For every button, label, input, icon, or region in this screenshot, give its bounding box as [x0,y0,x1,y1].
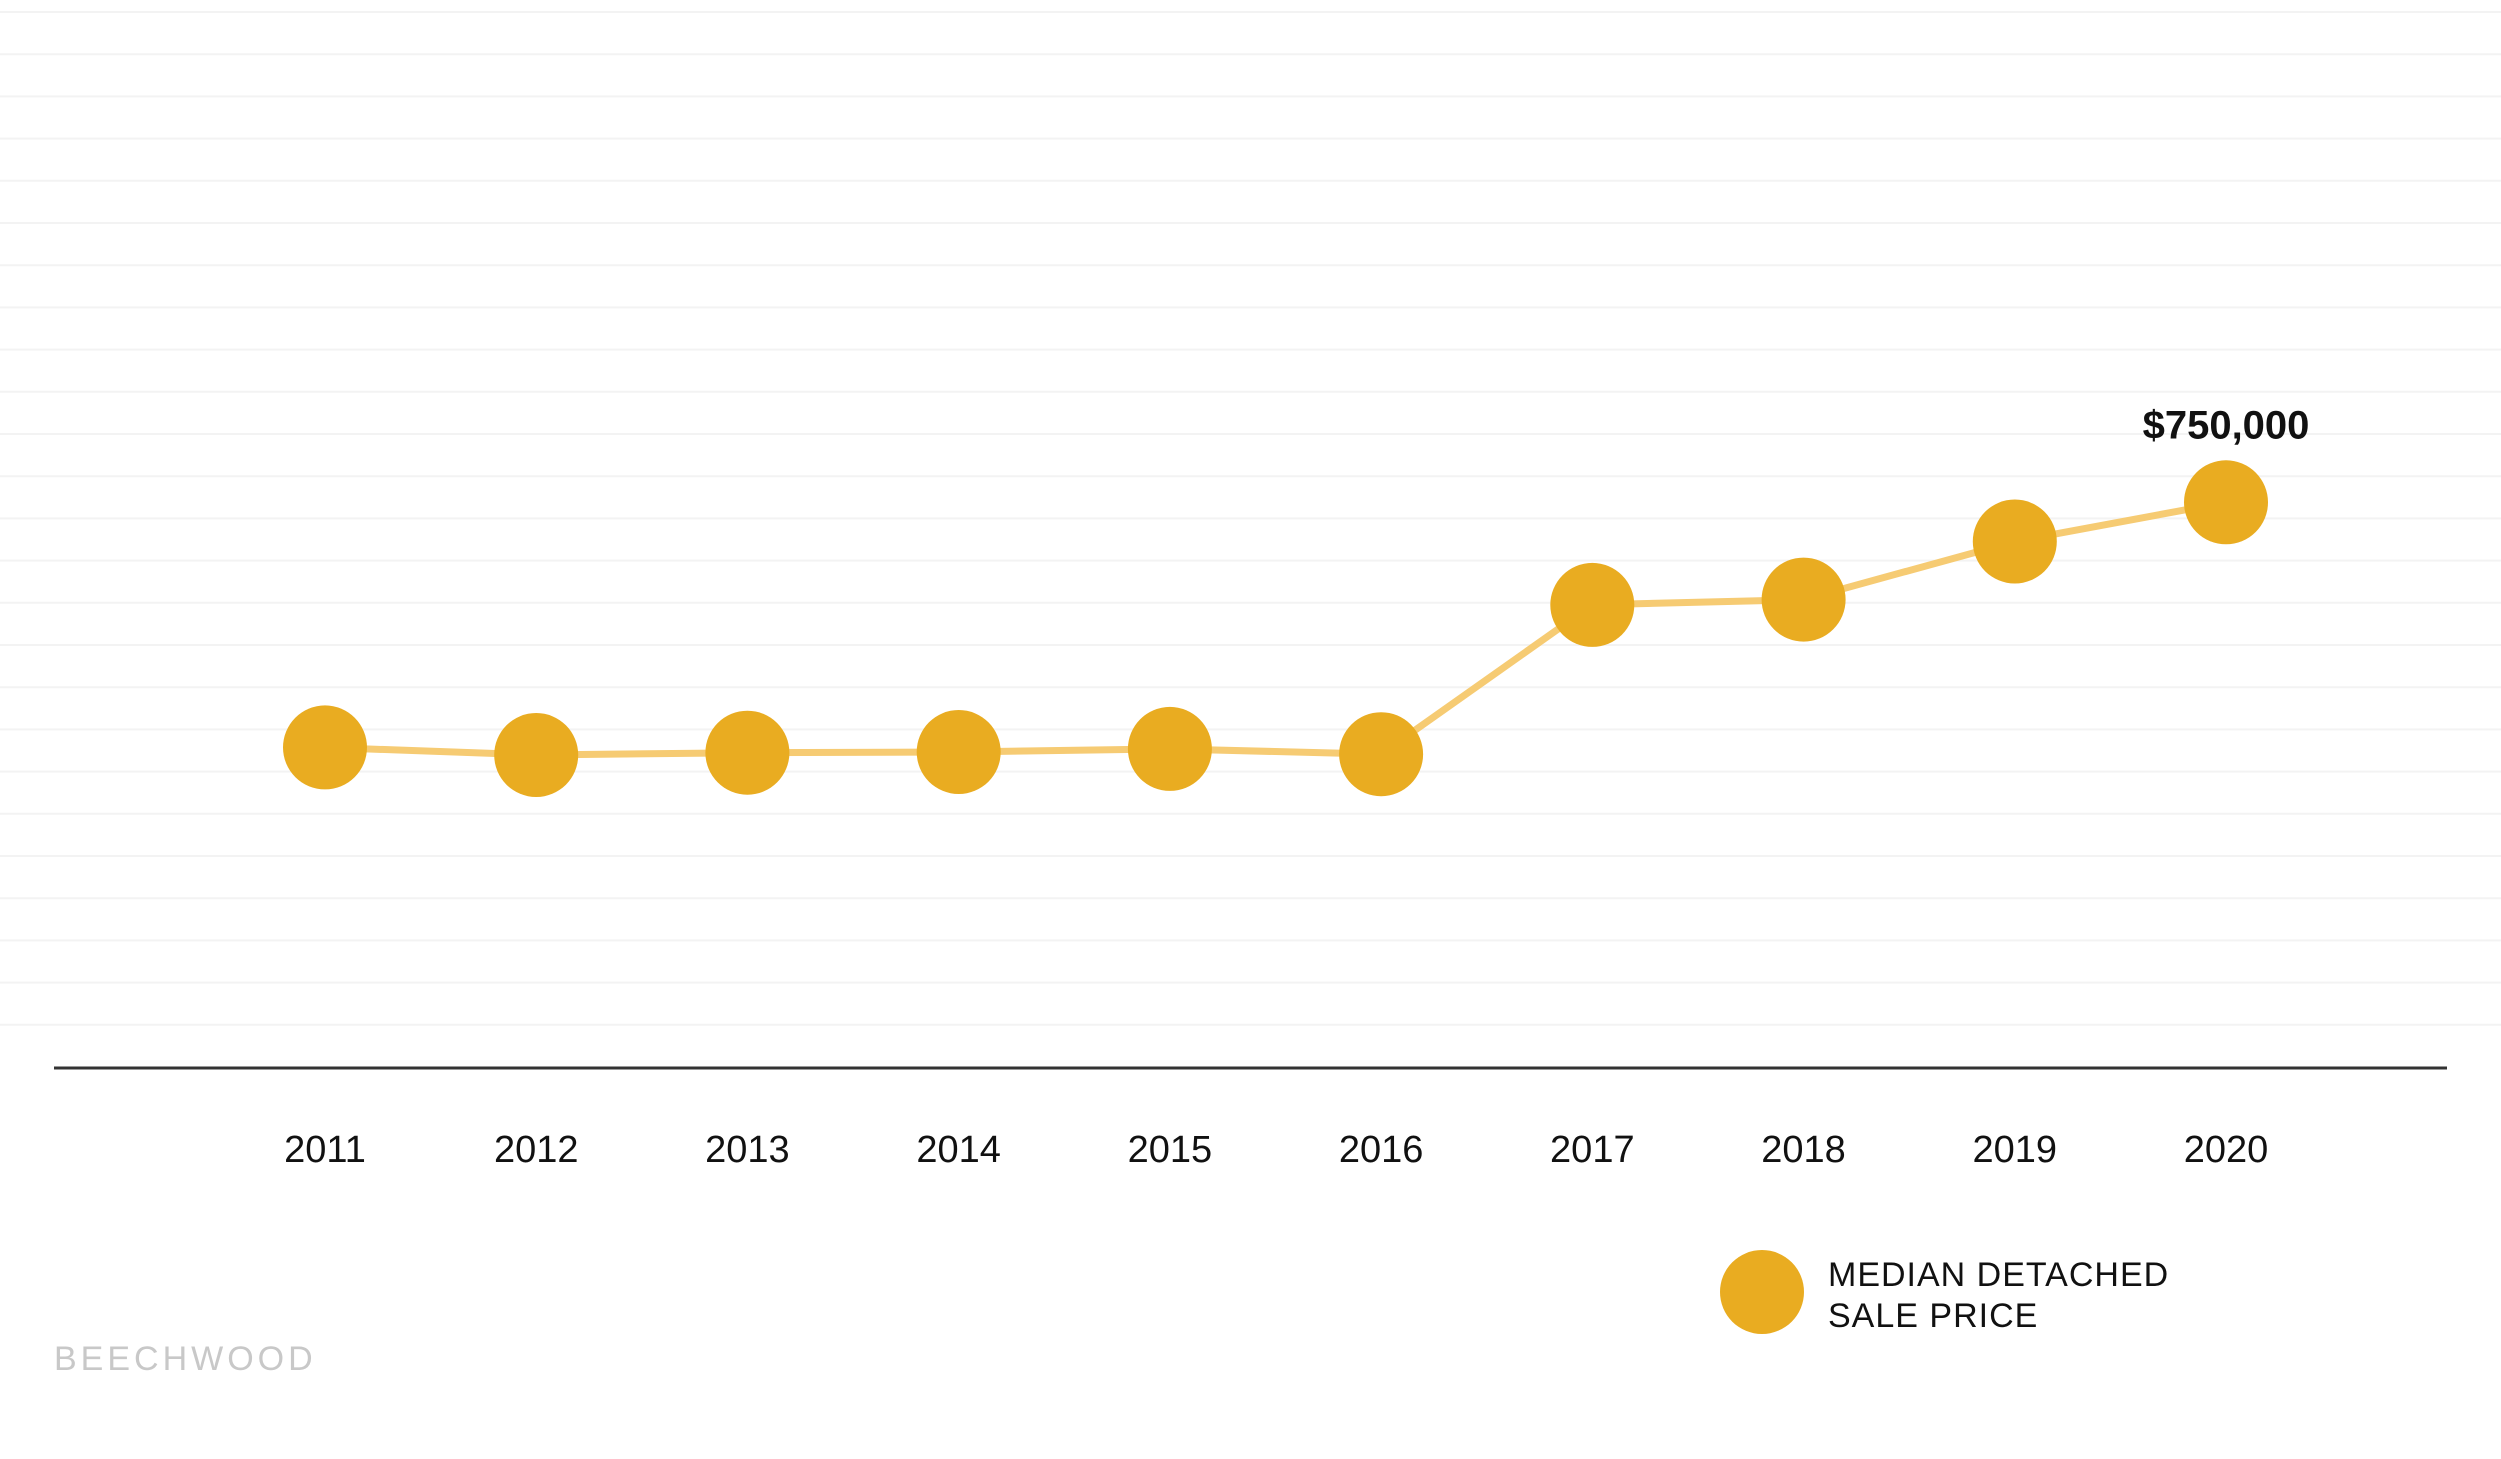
data-label-2020: $750,000 [2143,403,2310,447]
series-median-detached-sale-price [283,460,2268,797]
x-tick-label-2018: 2018 [1761,1129,1846,1171]
data-point-2012 [494,713,579,797]
data-point-2014 [916,710,1001,794]
x-tick-label-2020: 2020 [2184,1129,2269,1171]
x-tick-label-2012: 2012 [494,1129,579,1171]
x-tick-label-2015: 2015 [1128,1129,1213,1171]
data-point-2017 [1550,562,1635,647]
data-point-2016 [1339,712,1424,797]
x-tick-label-2019: 2019 [1973,1129,2058,1171]
data-point-2015 [1127,706,1212,791]
x-tick-label-2013: 2013 [705,1129,790,1171]
data-point-2011 [283,705,367,790]
legend-marker [1720,1250,1804,1334]
x-tick-label-2014: 2014 [916,1129,1001,1171]
legend-label-line-2: SALE PRICE [1828,1297,2038,1335]
data-point-2019 [1972,499,2057,584]
data-point-2018 [1761,557,1846,642]
series-line [321,498,2230,759]
gridlines [0,11,2501,1026]
x-axis-ticks: 2011 2012 2013 2014 2015 2016 2017 2018 2019 2020 [284,1129,2268,1171]
x-tick-label-2017: 2017 [1550,1129,1635,1171]
x-tick-label-2016: 2016 [1339,1129,1424,1171]
data-point-2013 [705,710,790,795]
brand-watermark: BEECHWOOD [54,1340,317,1378]
x-tick-label-2011: 2011 [284,1129,366,1171]
legend: MEDIAN DETACHED SALE PRICE [1720,1250,2169,1335]
annotations: $750,000 [2143,403,2310,447]
data-point-2020 [2184,460,2268,545]
legend-label-line-1: MEDIAN DETACHED [1828,1256,2169,1294]
